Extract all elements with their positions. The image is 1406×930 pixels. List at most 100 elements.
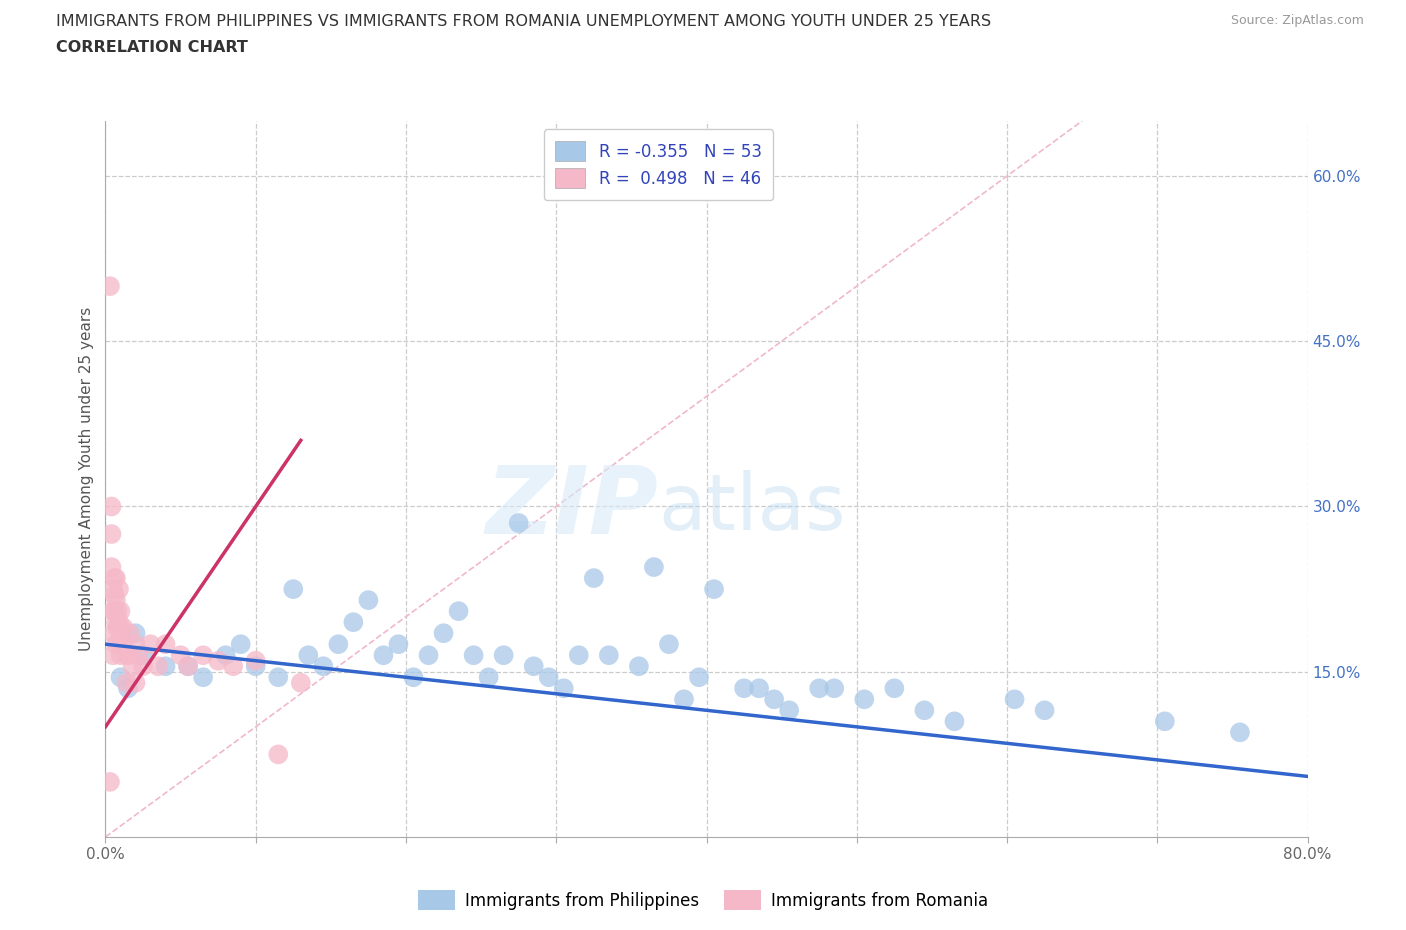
Point — [110, 648, 132, 663]
Point — [245, 653, 267, 668]
Point — [1153, 714, 1175, 729]
Point — [478, 670, 501, 684]
Point — [100, 560, 122, 575]
Point — [222, 658, 245, 673]
Point — [124, 626, 146, 641]
Point — [107, 620, 129, 635]
Point — [1033, 703, 1056, 718]
Point — [117, 681, 139, 696]
Point — [763, 692, 786, 707]
Point — [387, 637, 409, 652]
Point — [101, 648, 124, 663]
Point — [748, 681, 770, 696]
Point — [553, 681, 575, 696]
Y-axis label: Unemployment Among Youth under 25 years: Unemployment Among Youth under 25 years — [79, 307, 94, 651]
Point — [402, 670, 425, 684]
Point — [1229, 724, 1251, 739]
Point — [853, 692, 876, 707]
Point — [103, 587, 125, 602]
Point — [703, 581, 725, 596]
Point — [297, 648, 319, 663]
Point — [101, 604, 124, 618]
Point — [139, 637, 162, 652]
Text: Source: ZipAtlas.com: Source: ZipAtlas.com — [1230, 14, 1364, 27]
Point — [808, 681, 831, 696]
Point — [101, 581, 124, 596]
Point — [124, 675, 146, 690]
Point — [312, 658, 335, 673]
Point — [101, 626, 124, 641]
Point — [245, 658, 267, 673]
Point — [103, 571, 125, 586]
Point — [267, 747, 290, 762]
Point — [229, 637, 252, 652]
Point — [342, 615, 364, 630]
Point — [107, 604, 129, 618]
Point — [104, 615, 127, 630]
Point — [112, 620, 135, 635]
Point — [177, 658, 200, 673]
Point — [112, 637, 135, 652]
Point — [118, 648, 141, 663]
Point — [508, 515, 530, 530]
Point — [118, 626, 141, 641]
Point — [132, 658, 155, 673]
Legend: R = -0.355   N = 53, R =  0.498   N = 46: R = -0.355 N = 53, R = 0.498 N = 46 — [544, 129, 773, 200]
Point — [155, 637, 177, 652]
Point — [103, 604, 125, 618]
Point — [492, 648, 515, 663]
Legend: Immigrants from Philippines, Immigrants from Romania: Immigrants from Philippines, Immigrants … — [412, 884, 994, 917]
Point — [328, 637, 350, 652]
Point — [121, 658, 143, 673]
Point — [688, 670, 710, 684]
Point — [447, 604, 470, 618]
Point — [191, 648, 214, 663]
Point — [191, 670, 214, 684]
Point — [108, 615, 131, 630]
Point — [267, 670, 290, 684]
Point — [104, 571, 127, 586]
Point — [418, 648, 440, 663]
Point — [104, 637, 127, 652]
Point — [672, 692, 695, 707]
Point — [537, 670, 560, 684]
Point — [357, 592, 380, 607]
Point — [1004, 692, 1026, 707]
Point — [115, 648, 138, 663]
Point — [132, 648, 155, 663]
Point — [108, 581, 131, 596]
Point — [155, 658, 177, 673]
Point — [568, 648, 591, 663]
Text: CORRELATION CHART: CORRELATION CHART — [56, 40, 247, 55]
Point — [128, 648, 150, 663]
Point — [115, 675, 138, 690]
Point — [214, 648, 236, 663]
Point — [100, 526, 122, 541]
Point — [523, 658, 546, 673]
Point — [290, 675, 312, 690]
Text: atlas: atlas — [658, 470, 846, 546]
Point — [463, 648, 485, 663]
Point — [169, 648, 191, 663]
Text: ZIP: ZIP — [485, 461, 658, 553]
Point — [373, 648, 395, 663]
Point — [883, 681, 905, 696]
Point — [110, 670, 132, 684]
Point — [823, 681, 845, 696]
Point — [733, 681, 755, 696]
Point — [912, 703, 935, 718]
Point — [98, 279, 121, 294]
Point — [124, 637, 146, 652]
Point — [207, 653, 229, 668]
Point — [110, 631, 132, 646]
Point — [598, 648, 620, 663]
Point — [283, 581, 305, 596]
Point — [432, 626, 454, 641]
Text: IMMIGRANTS FROM PHILIPPINES VS IMMIGRANTS FROM ROMANIA UNEMPLOYMENT AMONG YOUTH : IMMIGRANTS FROM PHILIPPINES VS IMMIGRANT… — [56, 14, 991, 29]
Point — [110, 604, 132, 618]
Point — [104, 592, 127, 607]
Point — [177, 658, 200, 673]
Point — [943, 714, 966, 729]
Point — [100, 499, 122, 514]
Point — [110, 620, 132, 635]
